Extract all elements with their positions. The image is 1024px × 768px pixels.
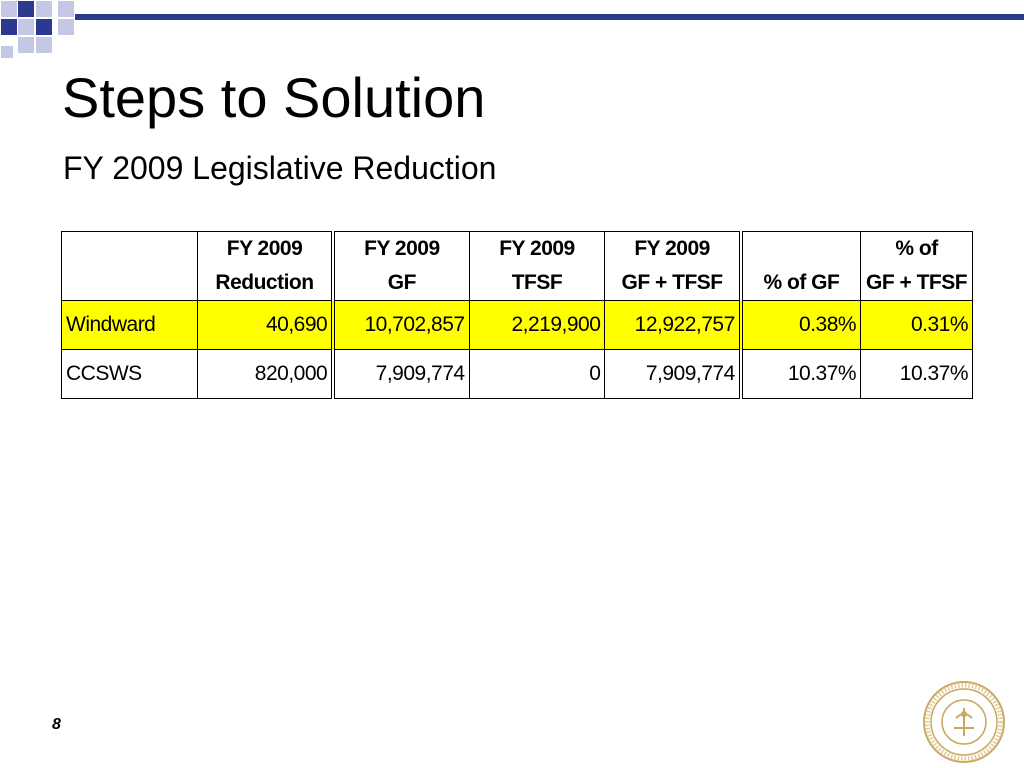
page-subtitle: FY 2009 Legislative Reduction — [63, 150, 497, 186]
header-line: % of GF — [763, 271, 840, 294]
header-cell-pct-gf-tfsf: % of GF + TFSF — [860, 231, 973, 301]
cell-gf-tfsf: 12,922,757 — [604, 300, 742, 350]
corner-square-7 — [36, 19, 52, 35]
header-line: GF + TFSF — [621, 271, 724, 294]
corner-square-10 — [36, 37, 52, 53]
university-seal-icon — [923, 681, 1005, 763]
cell-pct-gf-tfsf: 10.37% — [860, 349, 973, 399]
cell-pct-gf: 0.38% — [738, 300, 862, 350]
header-line: Reduction — [215, 271, 314, 294]
corner-square-9 — [18, 37, 34, 53]
cell-tfsf: 2,219,900 — [468, 300, 606, 350]
cell-gf-tfsf: 7,909,774 — [604, 349, 742, 399]
header-line: FY 2009 — [634, 237, 710, 260]
header-line — [747, 232, 856, 266]
header-cell-pct-gf: % of GF — [738, 231, 862, 301]
cell-gf: 7,909,774 — [331, 349, 470, 399]
table-row: Windward 40,690 10,702,857 2,219,900 12,… — [61, 300, 973, 350]
cell-reduction: 40,690 — [196, 300, 334, 350]
header-cell-tfsf: FY 2009 TFSF — [468, 231, 606, 301]
cell-tfsf: 0 — [468, 349, 606, 399]
row-label: Windward — [61, 300, 198, 350]
corner-square-11 — [1, 46, 13, 58]
corner-square-4 — [58, 1, 74, 17]
cell-pct-gf-tfsf: 0.31% — [860, 300, 973, 350]
header-cell-label — [61, 231, 198, 301]
header-cell-gf: FY 2009 GF — [331, 231, 470, 301]
corner-square-5 — [1, 19, 17, 35]
header-cell-gf-tfsf: FY 2009 GF + TFSF — [604, 231, 742, 301]
reduction-table: FY 2009 Reduction FY 2009 GF FY 2009 TFS… — [61, 231, 973, 399]
page-number: 8 — [52, 716, 61, 733]
row-label: CCSWS — [61, 349, 198, 399]
header-line: GF — [387, 271, 417, 294]
header-line: % of — [895, 237, 938, 260]
cell-pct-gf: 10.37% — [738, 349, 862, 399]
table-row: CCSWS 820,000 7,909,774 0 7,909,774 10.3… — [61, 349, 973, 399]
table-header-row: FY 2009 Reduction FY 2009 GF FY 2009 TFS… — [61, 231, 973, 301]
cell-reduction: 820,000 — [196, 349, 334, 399]
header-line: TFSF — [511, 271, 563, 294]
corner-square-3 — [36, 1, 52, 17]
cell-gf: 10,702,857 — [331, 300, 470, 350]
corner-square-2 — [18, 1, 34, 17]
corner-square-1 — [1, 1, 17, 17]
corner-square-6 — [18, 19, 34, 35]
header-cell-reduction: FY 2009 Reduction — [196, 231, 334, 301]
header-line: FY 2009 — [499, 237, 575, 260]
header-rule — [75, 14, 1024, 20]
header-line: GF + TFSF — [866, 271, 968, 294]
corner-square-8 — [58, 19, 74, 35]
page-title: Steps to Solution — [62, 66, 486, 129]
header-line: FY 2009 — [226, 237, 303, 260]
header-line: FY 2009 — [364, 237, 440, 260]
